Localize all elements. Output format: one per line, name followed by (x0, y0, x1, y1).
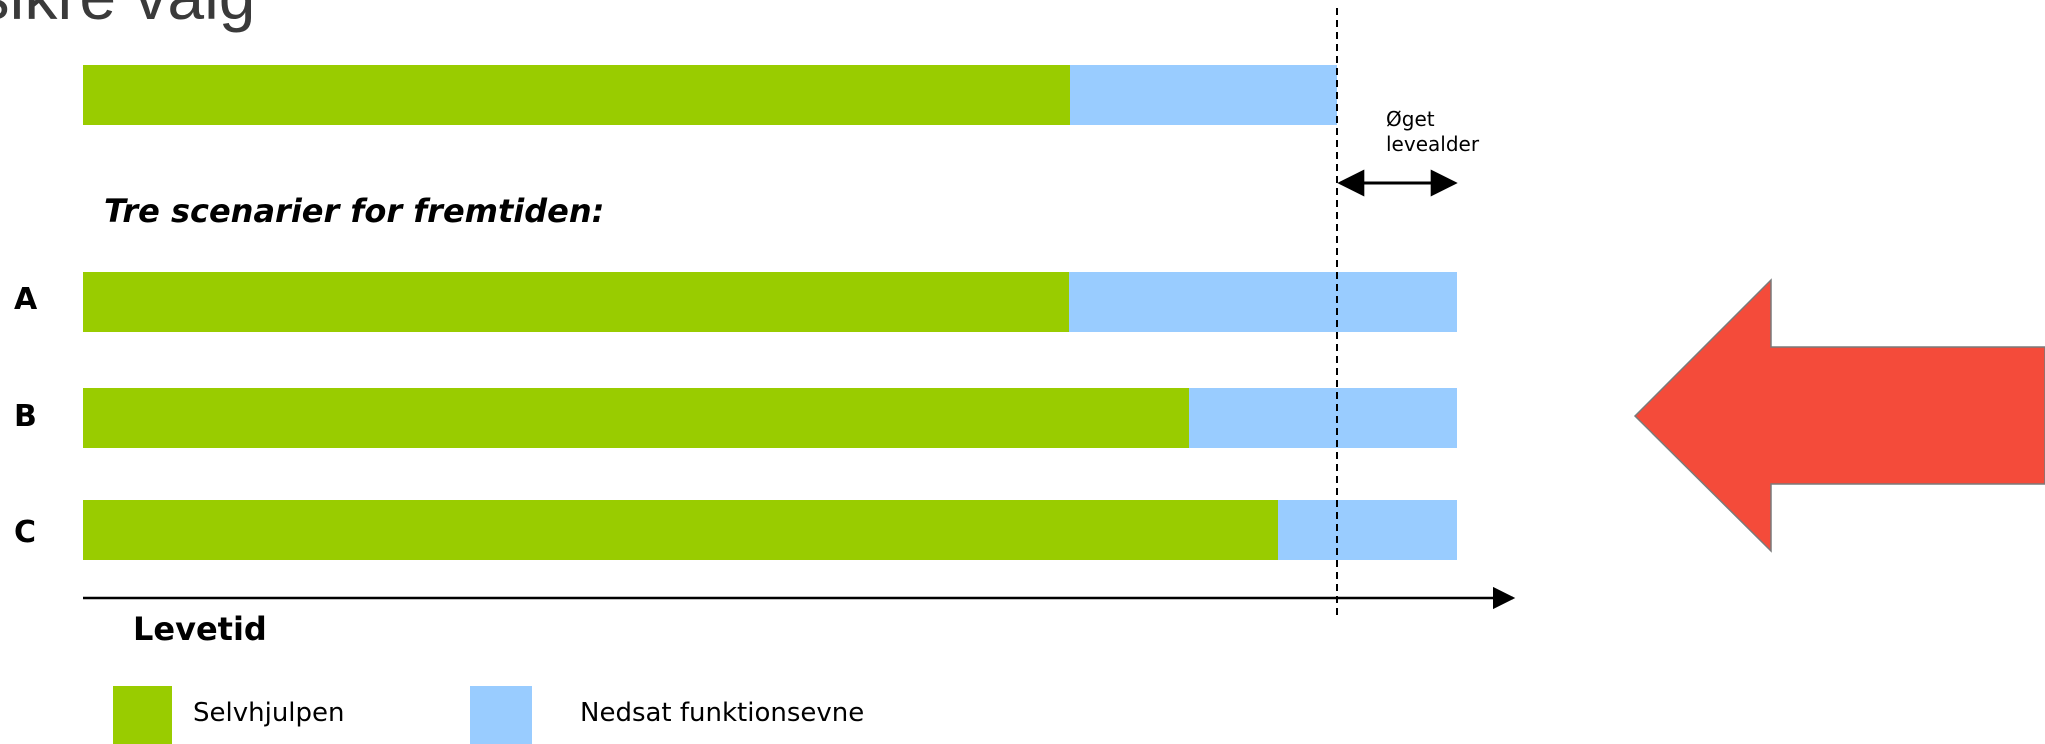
big-left-arrow (1633, 278, 2045, 553)
scenarios-heading: Tre scenarier for fremtiden: (104, 192, 605, 230)
legend-label-nedsat: Nedsat funktionsevne (580, 698, 865, 728)
slide-title: t sikre valg (0, 0, 255, 34)
legend-label-selvhjulpen: Selvhjulpen (193, 698, 345, 728)
row-label-b: B (14, 399, 37, 434)
scenario-a-nedsat (1069, 272, 1457, 332)
scenario-c-selvhjulpen (83, 500, 1278, 560)
legend-swatch-selvhjulpen (113, 686, 172, 744)
note-line-1: Øget (1386, 107, 1435, 131)
time-axis-label: Levetid (133, 610, 267, 648)
scenario-b-selvhjulpen (83, 388, 1189, 448)
scenario-b-nedsat (1189, 388, 1457, 448)
row-label-a: A (14, 282, 38, 317)
row-label-c: C (14, 515, 37, 550)
increased-lifespan-note: Øget levealder (1386, 107, 1479, 157)
scenario-c-nedsat (1278, 500, 1457, 560)
legend-swatch-nedsat (470, 686, 532, 744)
reference-bar-selvhjulpen (83, 65, 1070, 125)
note-line-2: levealder (1386, 132, 1480, 156)
reference-bar-nedsat (1070, 65, 1337, 125)
scenario-a-selvhjulpen (83, 272, 1069, 332)
